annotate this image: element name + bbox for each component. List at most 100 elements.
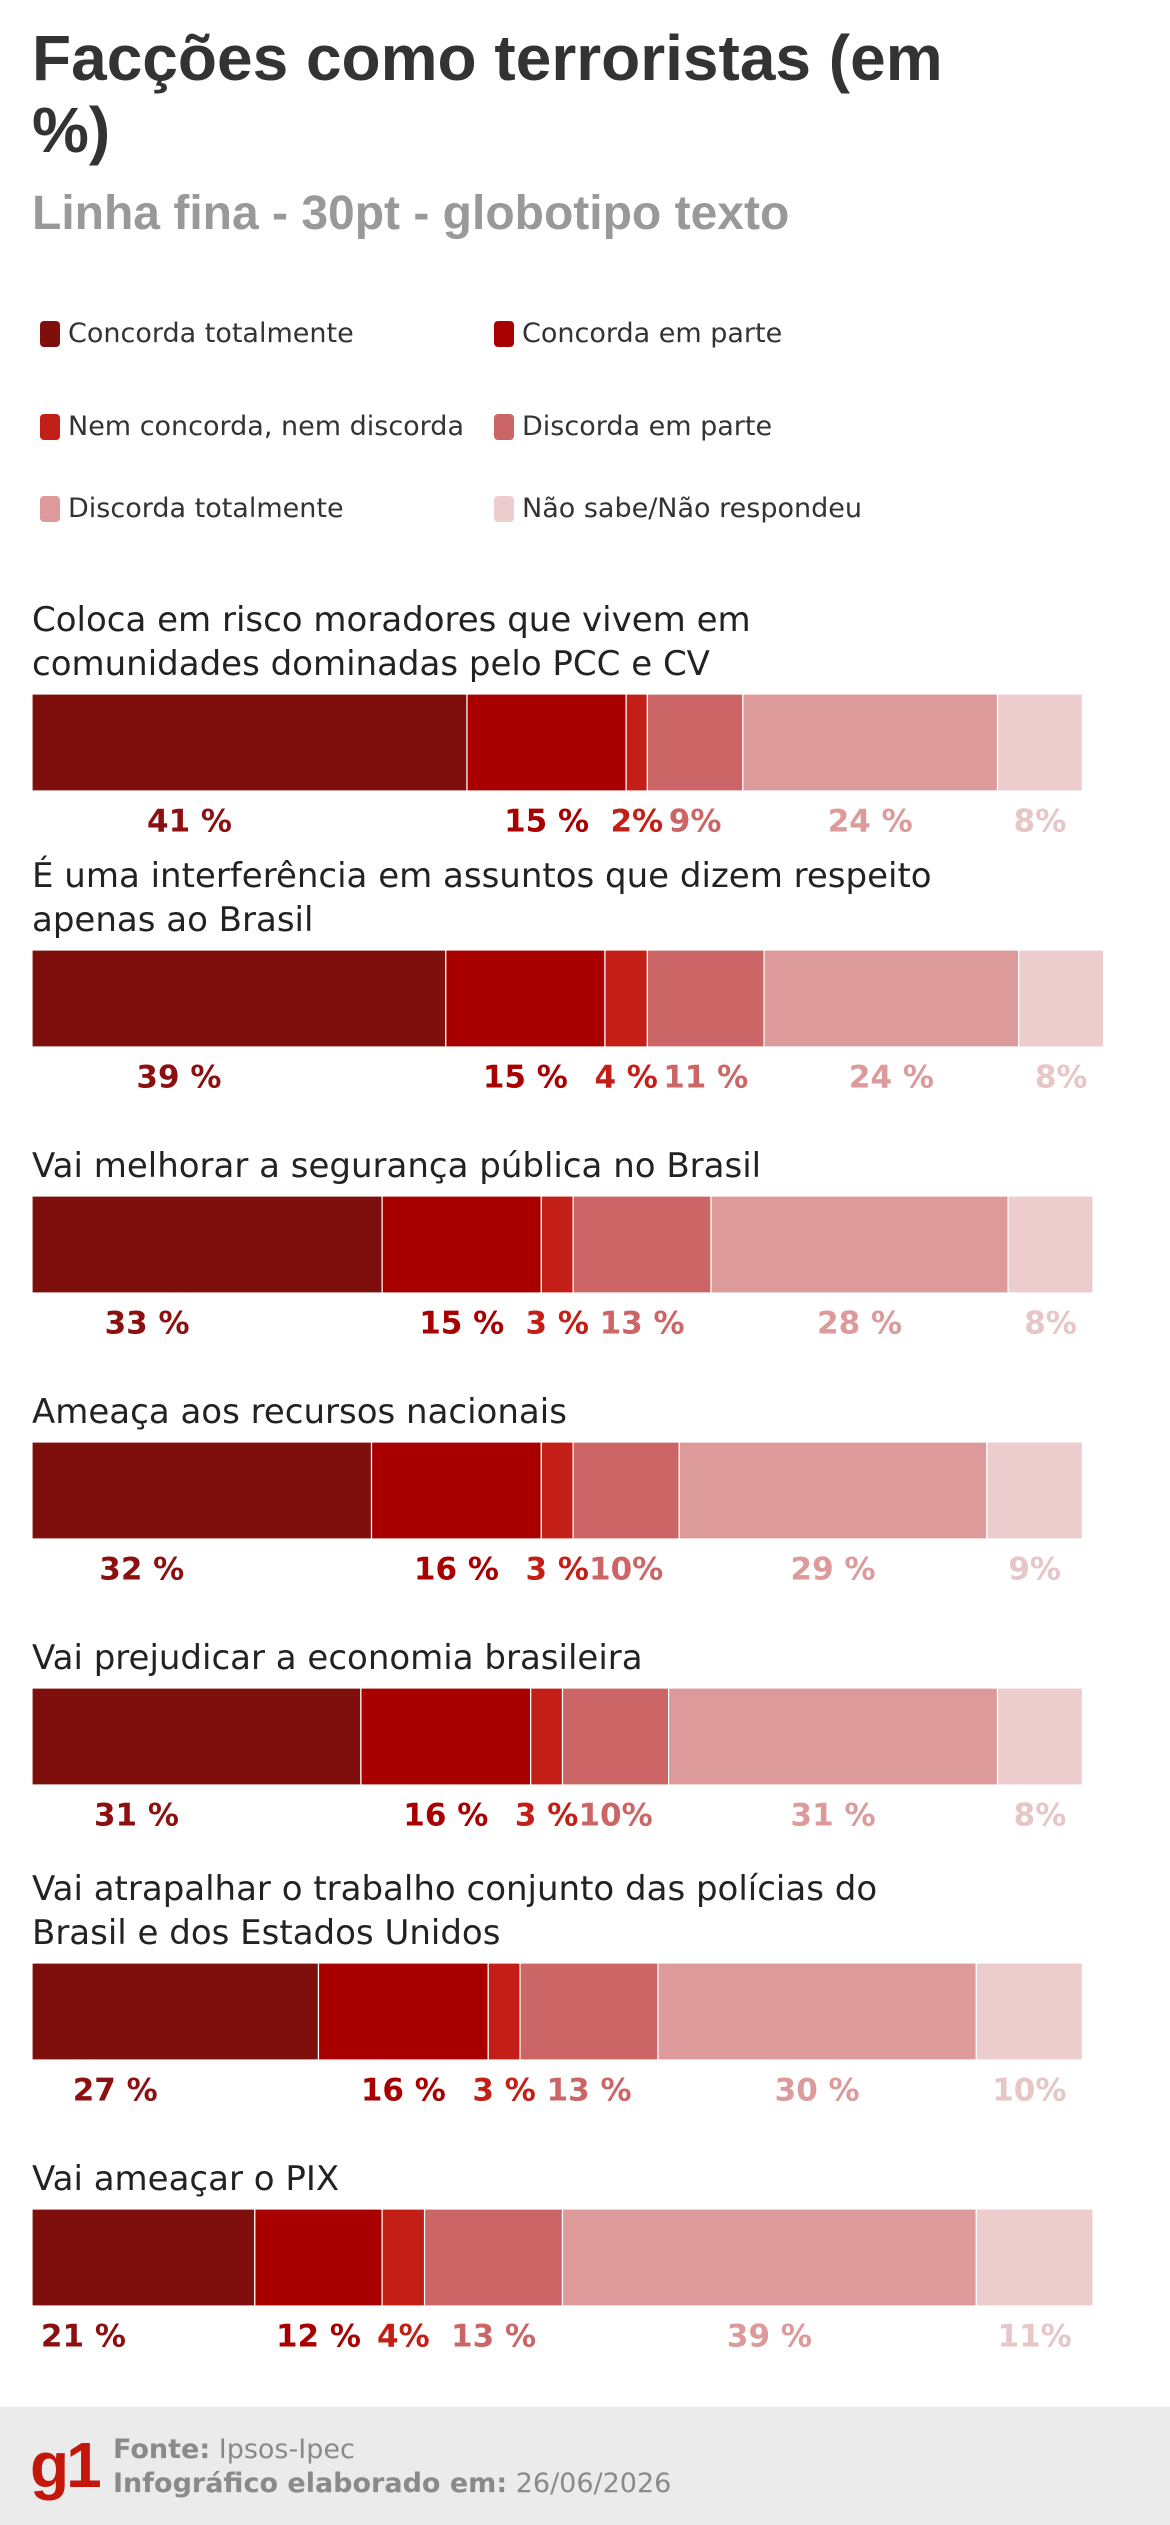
legend-swatch — [40, 495, 60, 522]
value-label: 33 % — [105, 1306, 190, 1342]
legend-swatch — [494, 495, 514, 522]
chart-title: Facções como terroristas (em %) — [32, 22, 943, 166]
bar-segment — [31, 1441, 373, 1540]
date-line: Infográfico elaborado em: 26/06/2026 — [113, 2468, 671, 2499]
date: 26/06/2026 — [515, 2468, 672, 2499]
bar-segment — [646, 693, 744, 792]
bar-segment — [423, 2208, 564, 2307]
value-label: 39 % — [136, 1060, 221, 1096]
legend-label: Discorda em parte — [522, 411, 773, 442]
value-label: 15 % — [483, 1060, 568, 1096]
bar-segment — [657, 1962, 977, 2061]
question-label: Vai ameaçar o PIX — [32, 2159, 340, 2199]
footer — [0, 2407, 1170, 2525]
legend-swatch — [40, 413, 60, 440]
bar-segment — [487, 1962, 521, 2061]
bar-segment — [31, 949, 447, 1048]
value-label: 8% — [1024, 1306, 1077, 1342]
bar-segment — [540, 1441, 574, 1540]
bar-segment — [763, 949, 1020, 1048]
value-label: 15 % — [419, 1306, 504, 1342]
bar-segment — [445, 949, 606, 1048]
bar-segment — [646, 949, 765, 1048]
legend-label: Discorda totalmente — [68, 493, 344, 524]
question-label: É uma interferência em assuntos que dize… — [32, 856, 932, 940]
bar-segment — [1018, 949, 1105, 1048]
legend-swatch — [40, 320, 60, 347]
bar-segment — [667, 1687, 999, 1786]
value-label: 41 % — [147, 804, 232, 840]
legend-label: Nem concorda, nem discorda — [68, 411, 464, 442]
legend-swatch — [494, 320, 514, 347]
value-label: 11 % — [663, 1060, 748, 1096]
value-label: 4% — [377, 2319, 430, 2355]
value-label: 30 % — [775, 2073, 860, 2109]
bar-segment — [572, 1195, 712, 1294]
bar-segment — [678, 1441, 988, 1540]
value-label: 8% — [1035, 1060, 1088, 1096]
bar-segment — [466, 693, 627, 792]
value-label: 31 % — [791, 1798, 876, 1834]
legend-item: Discorda totalmente — [40, 493, 344, 524]
source: Ipsos-Ipec — [218, 2434, 355, 2465]
legend-label: Concorda totalmente — [68, 318, 354, 349]
value-label: 16 % — [403, 1798, 488, 1834]
value-label: 4 % — [594, 1060, 657, 1096]
value-label: 24 % — [828, 804, 913, 840]
legend-label: Concorda em parte — [522, 318, 783, 349]
value-label: 16 % — [414, 1552, 499, 1588]
bar-segment — [370, 1441, 542, 1540]
bar-segment — [31, 1195, 383, 1294]
bar-segment — [540, 1195, 574, 1294]
value-label: 10% — [578, 1798, 652, 1834]
bar-segment — [996, 1687, 1083, 1786]
value-label: 11% — [998, 2319, 1072, 2355]
value-label: 13 % — [547, 2073, 632, 2109]
bar-segment — [381, 2208, 426, 2307]
bar-segment — [604, 949, 648, 1048]
value-label: 29 % — [791, 1552, 876, 1588]
value-label: 13 % — [451, 2319, 536, 2355]
bar-segment — [519, 1962, 659, 2061]
value-label: 8% — [1014, 804, 1067, 840]
bar-segment — [360, 1687, 532, 1786]
bar-segment — [254, 2208, 383, 2307]
value-label: 27 % — [73, 2073, 158, 2109]
question-label: Coloca em risco moradores que vivem em c… — [32, 600, 751, 684]
legend-item: Discorda em parte — [494, 411, 772, 442]
bar-segment — [561, 2208, 977, 2307]
source-label: Fonte: — [113, 2434, 211, 2465]
bar-segment — [31, 1962, 320, 2061]
value-label: 24 % — [849, 1060, 934, 1096]
bar-segment — [996, 693, 1083, 792]
source-line: Fonte: Ipsos-Ipec — [113, 2434, 355, 2465]
legend-item: Nem concorda, nem discorda — [40, 411, 464, 442]
chart-subtitle: Linha fina - 30pt - globotipo texto — [32, 187, 790, 240]
bar-segment — [572, 1441, 680, 1540]
legend-item: Concorda totalmente — [40, 318, 354, 349]
value-label: 32 % — [99, 1552, 184, 1588]
value-label: 12 % — [276, 2319, 361, 2355]
question-label: Ameaça aos recursos nacionais — [32, 1392, 567, 1432]
legend-item: Concorda em parte — [494, 318, 782, 349]
value-label: 10% — [589, 1552, 663, 1588]
bar-segment — [31, 2208, 256, 2307]
bar-segment — [710, 1195, 1009, 1294]
question-label: Vai prejudicar a economia brasileira — [32, 1638, 643, 1678]
value-label: 31 % — [94, 1798, 179, 1834]
value-label: 3 % — [525, 1552, 588, 1588]
logo: g1 — [30, 2429, 102, 2501]
bar-segment — [31, 1687, 362, 1786]
bar-segment — [31, 693, 468, 792]
date-label: Infográfico elaborado em: — [113, 2468, 508, 2499]
value-label: 13 % — [600, 1306, 685, 1342]
legend-item: Não sabe/Não respondeu — [494, 493, 862, 524]
value-label: 39 % — [727, 2319, 812, 2355]
bar-segment — [1007, 1195, 1094, 1294]
value-label: 16 % — [361, 2073, 446, 2109]
value-label: 10% — [992, 2073, 1066, 2109]
bar-segment — [986, 1441, 1083, 1540]
legend-label: Não sabe/Não respondeu — [522, 493, 862, 524]
question-label: Vai atrapalhar o trabalho conjunto das p… — [32, 1869, 878, 1953]
